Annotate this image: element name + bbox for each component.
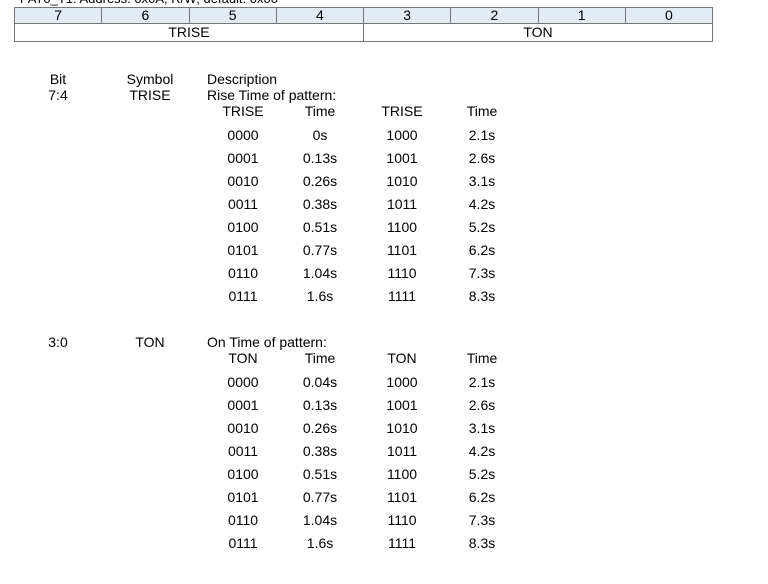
bit-cell: 5	[188, 7, 277, 24]
lookup-cell: 1.6s	[306, 288, 334, 304]
lookup-cell: 0s	[312, 127, 328, 143]
lookup-cell: 0110	[227, 265, 259, 281]
field-name-row: TRISE TON	[14, 23, 713, 42]
lookup-cell: 0.26s	[302, 420, 338, 436]
lookup-cell: 1111	[387, 288, 417, 304]
lookup-cell: 4.2s	[468, 196, 496, 212]
lookup-cell: 0.13s	[302, 150, 338, 166]
lookup-cell: 7.3s	[468, 265, 496, 281]
bit-cell: 3	[362, 7, 452, 24]
lookup-cell: 5.2s	[468, 466, 496, 482]
bit-cell: 1	[537, 7, 626, 24]
lookup-cell: 1110	[387, 512, 417, 528]
register-bit-table: 7 6 5 4 3 2 1 0 TRISE TON	[13, 7, 714, 42]
lookup-cell: 0010	[227, 420, 259, 436]
lookup-cell: 2.1s	[468, 374, 496, 390]
lookup-cell: 6.2s	[468, 242, 496, 258]
lookup-cell: 0001	[227, 397, 259, 413]
lookup-column-header: TON	[387, 350, 417, 366]
lookup-cell: 4.2s	[468, 443, 496, 459]
lookup-cell: 0100	[227, 466, 259, 482]
lookup-cell: 1011	[386, 443, 418, 459]
lookup-cell: 0001	[227, 150, 259, 166]
lookup-cell: 2.1s	[468, 127, 496, 143]
lookup-column-header: TRISE	[381, 103, 423, 119]
lookup-cell: 1001	[386, 150, 418, 166]
field-cell-trise: TRISE	[14, 23, 364, 42]
field-description: On Time of pattern:	[207, 334, 327, 350]
lookup-column-header: TRISE	[222, 103, 264, 119]
field-symbol: TRISE	[129, 87, 171, 103]
lookup-cell: 0110	[227, 512, 259, 528]
lookup-cell: 0.04s	[302, 374, 338, 390]
lookup-cell: 0000	[227, 374, 259, 390]
lookup-cell: 1011	[386, 196, 418, 212]
lookup-cell: 0.38s	[302, 196, 338, 212]
lookup-cell: 0.13s	[302, 397, 338, 413]
lookup-cell: 0.51s	[302, 466, 338, 482]
lookup-cell: 1.04s	[302, 512, 338, 528]
bit-range: 3:0	[48, 334, 68, 350]
bit-cell: 6	[101, 7, 190, 24]
register-caption: PAT0_T1: Address: 0x0A; R/W; default: 0x…	[20, 0, 278, 5]
lookup-cell: 1100	[386, 466, 418, 482]
lookup-cell: 0.77s	[302, 242, 338, 258]
lookup-cell: 7.3s	[468, 512, 496, 528]
lookup-cell: 1000	[386, 374, 418, 390]
bit-header: Bit	[49, 71, 67, 87]
lookup-cell: 8.3s	[468, 288, 496, 304]
bit-cell: 4	[275, 7, 365, 24]
lookup-cell: 0111	[228, 535, 258, 551]
lookup-cell: 5.2s	[468, 219, 496, 235]
lookup-cell: 1101	[386, 242, 418, 258]
lookup-cell: 1110	[387, 265, 417, 281]
lookup-cell: 8.3s	[468, 535, 496, 551]
lookup-cell: 0010	[227, 173, 259, 189]
bit-cell: 0	[624, 7, 714, 24]
bit-cell: 7	[13, 7, 103, 24]
lookup-cell: 2.6s	[468, 150, 496, 166]
lookup-cell: 0011	[227, 443, 259, 459]
lookup-cell: 2.6s	[468, 397, 496, 413]
lookup-cell: 0000	[227, 127, 259, 143]
lookup-cell: 3.1s	[468, 420, 496, 436]
description-header: Description	[207, 71, 278, 87]
lookup-cell: 1101	[386, 489, 418, 505]
field-symbol: TON	[135, 334, 165, 350]
field-cell-ton: TON	[363, 23, 713, 42]
lookup-cell: 0101	[227, 242, 259, 258]
lookup-cell: 1010	[386, 420, 418, 436]
lookup-cell: 0.26s	[302, 173, 338, 189]
lookup-cell: 0011	[227, 196, 259, 212]
bit-cell: 2	[450, 7, 539, 24]
lookup-column-header: Time	[466, 350, 498, 366]
lookup-cell: 1000	[386, 127, 418, 143]
symbol-header: Symbol	[126, 71, 174, 87]
lookup-cell: 6.2s	[468, 489, 496, 505]
lookup-cell: 1.6s	[306, 535, 334, 551]
lookup-cell: 1010	[386, 173, 418, 189]
lookup-cell: 0.38s	[302, 443, 338, 459]
lookup-column-header: Time	[304, 103, 336, 119]
lookup-cell: 0101	[227, 489, 259, 505]
lookup-cell: 0.51s	[302, 219, 338, 235]
lookup-cell: 0.77s	[302, 489, 338, 505]
lookup-column-header: TON	[228, 350, 258, 366]
lookup-cell: 1.04s	[302, 265, 338, 281]
bit-number-row: 7 6 5 4 3 2 1 0	[13, 7, 714, 24]
bit-range: 7:4	[48, 87, 68, 103]
field-description: Rise Time of pattern:	[207, 87, 337, 103]
lookup-cell: 1100	[386, 219, 418, 235]
lookup-column-header: Time	[466, 103, 498, 119]
lookup-cell: 3.1s	[468, 173, 496, 189]
lookup-column-header: Time	[304, 350, 336, 366]
lookup-cell: 0111	[228, 288, 258, 304]
lookup-cell: 0100	[227, 219, 259, 235]
lookup-cell: 1111	[387, 535, 417, 551]
lookup-cell: 1001	[386, 397, 418, 413]
